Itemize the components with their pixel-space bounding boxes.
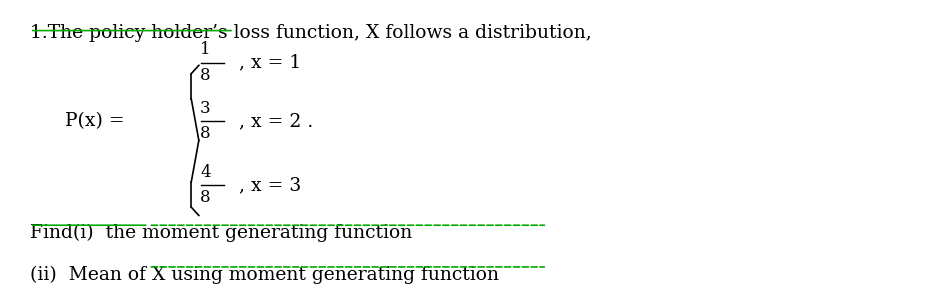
Text: 8: 8 — [200, 189, 210, 206]
Text: , x = 2 .: , x = 2 . — [239, 112, 313, 130]
Text: 1: 1 — [200, 41, 210, 58]
Text: , x = 1: , x = 1 — [239, 54, 301, 71]
Text: P(x) =: P(x) = — [65, 112, 125, 130]
Text: 8: 8 — [200, 67, 210, 84]
Text: (ii)  Mean of X using moment generating function: (ii) Mean of X using moment generating f… — [30, 266, 499, 284]
Text: 1.The policy holder’s loss function, X follows a distribution,: 1.The policy holder’s loss function, X f… — [30, 24, 591, 42]
Text: 3: 3 — [200, 100, 210, 117]
Text: 8: 8 — [200, 125, 210, 142]
Text: , x = 3: , x = 3 — [239, 176, 301, 194]
Text: 4: 4 — [200, 164, 210, 181]
Text: Find(i)  the moment generating function: Find(i) the moment generating function — [30, 224, 412, 242]
